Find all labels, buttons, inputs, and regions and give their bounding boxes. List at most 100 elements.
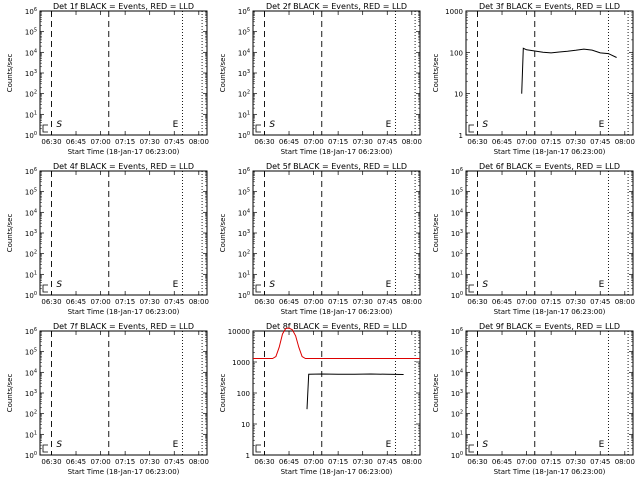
y-tick-label: 105	[25, 348, 37, 357]
x-tick-label: 06:45	[279, 298, 299, 306]
start-annotation: S	[482, 440, 488, 450]
x-tick-label: 08:00	[402, 458, 422, 466]
x-tick-label: 07:00	[516, 458, 536, 466]
y-tick-label: 106	[25, 167, 37, 176]
start-annotation: S	[56, 120, 62, 130]
x-axis-label: Start Time (18-Jan-17 06:23:00)	[281, 308, 393, 316]
y-tick-label: 102	[238, 250, 250, 259]
y-tick-label: 105	[25, 188, 37, 197]
corner-bracket	[42, 444, 48, 453]
end-annotation: E	[173, 280, 179, 290]
y-tick-label: 106	[238, 167, 250, 176]
y-tick-label: 103	[238, 69, 250, 78]
y-tick-label: 1	[246, 452, 250, 460]
y-tick-label: 104	[25, 208, 37, 217]
x-axis-label: Start Time (18-Jan-17 06:23:00)	[68, 308, 180, 316]
x-tick-label: 08:00	[189, 138, 209, 146]
det-5f-panel: Det 5f BLACK = Events, RED = LLD 100 101 10…	[213, 160, 426, 320]
corner-bracket	[255, 284, 261, 293]
x-axis-label: Start Time (18-Jan-17 06:23:00)	[68, 148, 180, 156]
x-tick-label: 08:00	[615, 298, 635, 306]
y-tick-label: 101	[25, 270, 37, 279]
y-tick-label: 103	[25, 229, 37, 238]
end-annotation: E	[599, 280, 605, 290]
x-tick-label: 06:30	[254, 298, 274, 306]
chart-title: Det 5f BLACK = Events, RED = LLD	[266, 162, 407, 171]
plot-frame	[465, 170, 634, 296]
y-tick-label: 1	[459, 132, 463, 140]
y-tick-label: 100	[451, 451, 463, 460]
x-tick-label: 06:45	[279, 138, 299, 146]
x-tick-label: 08:00	[402, 298, 422, 306]
x-tick-label: 07:15	[115, 458, 135, 466]
y-tick-label: 103	[25, 69, 37, 78]
y-tick-label: 104	[25, 48, 37, 57]
det-2f-panel: Det 2f BLACK = Events, RED = LLD 100 101 10…	[213, 0, 426, 160]
chart-title: Det 2f BLACK = Events, RED = LLD	[266, 2, 407, 11]
x-tick-label: 06:45	[492, 138, 512, 146]
det-2f-chart: Det 2f BLACK = Events, RED = LLD 100 101 10…	[219, 2, 422, 156]
y-tick-label: 102	[451, 250, 463, 259]
x-tick-label: 07:30	[566, 458, 586, 466]
det-7f-chart: Det 7f BLACK = Events, RED = LLD 100 101 10…	[6, 322, 209, 476]
x-tick-label: 07:00	[516, 298, 536, 306]
corner-bracket	[468, 124, 474, 133]
det-8f-panel: Det 8f BLACK = Events, RED = LLD 1 10 100 10…	[213, 320, 426, 480]
y-axis-label: Counts/sec	[219, 214, 227, 253]
x-tick-label: 07:00	[303, 298, 323, 306]
y-tick-label: 105	[451, 348, 463, 357]
y-tick-label: 105	[451, 188, 463, 197]
end-annotation: E	[599, 440, 605, 450]
x-tick-label: 06:30	[467, 458, 487, 466]
plot-frame	[39, 170, 208, 296]
end-annotation: E	[386, 120, 392, 130]
det-1f-panel: Det 1f BLACK = Events, RED = LLD 100 101 10…	[0, 0, 213, 160]
y-tick-label: 1000	[232, 359, 250, 367]
corner-bracket	[42, 124, 48, 133]
chart-title: Det 6f BLACK = Events, RED = LLD	[479, 162, 620, 171]
y-tick-label: 103	[451, 389, 463, 398]
plot-frame	[465, 330, 634, 456]
x-tick-label: 07:15	[328, 138, 348, 146]
y-tick-label: 104	[238, 208, 250, 217]
y-tick-label: 106	[238, 7, 250, 16]
x-tick-label: 07:30	[353, 458, 373, 466]
det-6f-panel: Det 6f BLACK = Events, RED = LLD 100 101 10…	[426, 160, 639, 320]
y-tick-label: 103	[25, 389, 37, 398]
x-tick-label: 07:45	[164, 298, 184, 306]
events-series-line	[306, 373, 404, 410]
x-tick-label: 07:30	[140, 298, 160, 306]
x-tick-label: 07:00	[90, 458, 110, 466]
det-9f-chart: Det 9f BLACK = Events, RED = LLD 100 101 10…	[432, 322, 635, 476]
y-tick-label: 10000	[228, 328, 250, 336]
end-annotation: E	[173, 440, 179, 450]
y-tick-label: 101	[25, 430, 37, 439]
det-1f-chart: Det 1f BLACK = Events, RED = LLD 100 101 10…	[6, 2, 209, 156]
x-axis-label: Start Time (18-Jan-17 06:23:00)	[494, 308, 606, 316]
corner-bracket	[42, 284, 48, 293]
x-tick-label: 07:15	[115, 138, 135, 146]
y-tick-label: 104	[238, 48, 250, 57]
x-tick-label: 07:15	[328, 458, 348, 466]
x-tick-label: 06:45	[66, 458, 86, 466]
chart-title: Det 3f BLACK = Events, RED = LLD	[479, 2, 620, 11]
x-axis-label: Start Time (18-Jan-17 06:23:00)	[281, 468, 393, 476]
x-axis-label: Start Time (18-Jan-17 06:23:00)	[68, 468, 180, 476]
y-tick-label: 103	[238, 229, 250, 238]
det-7f-panel: Det 7f BLACK = Events, RED = LLD 100 101 10…	[0, 320, 213, 480]
y-tick-label: 102	[25, 410, 37, 419]
lld-series-line	[253, 327, 420, 359]
x-axis-label: Start Time (18-Jan-17 06:23:00)	[494, 468, 606, 476]
det-9f-panel: Det 9f BLACK = Events, RED = LLD 100 101 10…	[426, 320, 639, 480]
x-tick-label: 07:45	[590, 138, 610, 146]
det-5f-chart: Det 5f BLACK = Events, RED = LLD 100 101 10…	[219, 162, 422, 316]
y-axis-label: Counts/sec	[432, 374, 440, 413]
y-tick-label: 103	[451, 229, 463, 238]
x-tick-label: 08:00	[402, 138, 422, 146]
det-6f-chart: Det 6f BLACK = Events, RED = LLD 100 101 10…	[432, 162, 635, 316]
plot-frame	[252, 170, 421, 296]
chart-title: Det 9f BLACK = Events, RED = LLD	[479, 322, 620, 331]
x-tick-label: 07:45	[164, 138, 184, 146]
y-tick-label: 101	[451, 270, 463, 279]
x-tick-label: 08:00	[189, 298, 209, 306]
